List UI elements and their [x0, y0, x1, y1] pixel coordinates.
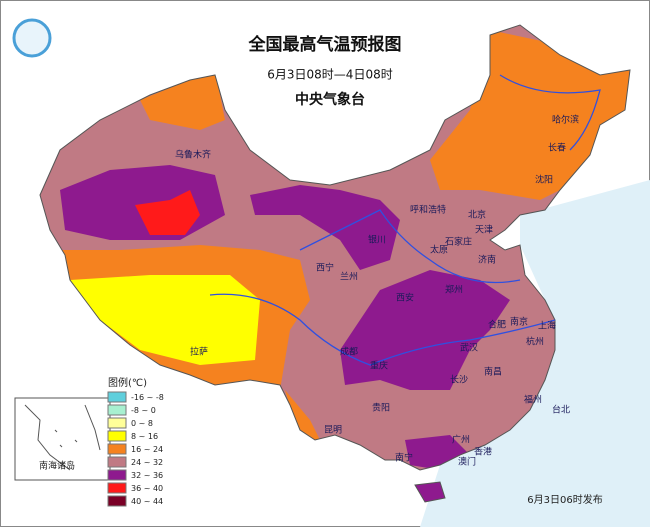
city: 西宁: [316, 262, 334, 274]
city: 澳门: [458, 456, 476, 468]
logo: [12, 18, 52, 58]
legend-label: -8 ~ 0: [131, 406, 156, 415]
city: 济南: [478, 254, 496, 266]
title: 全国最高气温预报图: [248, 34, 402, 55]
city: 广州: [452, 434, 470, 446]
city: 呼和浩特: [410, 204, 446, 216]
legend-label: 0 ~ 8: [131, 419, 153, 428]
city: 石家庄: [445, 236, 472, 248]
legend: -16 ~ -8 -8 ~ 0 0 ~ 8 8 ~ 16 16 ~ 24 24 ~ 32 3…: [107, 391, 164, 507]
city: 台北: [552, 404, 570, 416]
legend-label: 32 ~ 36: [131, 471, 163, 480]
subtitle: 6月3日08时—4日08时: [267, 68, 392, 82]
river: [499, 74, 601, 151]
legend-title: 图例(℃): [108, 376, 147, 389]
city: 天津: [475, 225, 493, 236]
legend-swatch: [107, 469, 127, 481]
legend-label: -16 ~ -8: [131, 393, 164, 402]
legend-swatch: [107, 430, 127, 442]
zone: [70, 275, 260, 365]
inset-box: [14, 397, 111, 481]
legend-label: 24 ~ 32: [131, 458, 163, 467]
legend-swatch: [107, 482, 127, 494]
legend-swatch: [107, 417, 127, 429]
city: 昆明: [324, 425, 342, 436]
legend-label: 8 ~ 16: [131, 432, 158, 441]
inset-label: 南海诸岛: [39, 460, 75, 472]
footer: 6月3日06时发布: [527, 493, 602, 506]
city: 合肥: [488, 319, 506, 331]
city: 银川: [368, 234, 386, 246]
city: 香港: [474, 446, 492, 458]
city-labels: 乌鲁木齐 呼和浩特 哈尔滨 长春 沈阳 北京 天津 石家庄 太原 济南 银川 西…: [175, 114, 579, 498]
river: [299, 209, 521, 284]
hainan: [414, 481, 446, 503]
legend-swatch: [107, 391, 127, 403]
zone: [250, 185, 400, 270]
issuer: 中央气象台: [295, 91, 365, 108]
city: 武汉: [460, 342, 478, 354]
zone: [285, 390, 320, 440]
city: 拉萨: [190, 346, 208, 358]
zone: [135, 190, 200, 235]
inset-outline: [24, 404, 101, 471]
city: 南宁: [395, 452, 413, 464]
city: 兰州: [340, 271, 358, 283]
city: 西安: [396, 292, 414, 304]
sea: [420, 180, 650, 527]
legend-swatch: [107, 495, 127, 507]
city: 北京: [468, 209, 486, 221]
city: 成都: [340, 346, 358, 358]
legend-label: 36 ~ 40: [131, 484, 163, 493]
zone: [140, 70, 225, 130]
legend-label: 16 ~ 24: [131, 445, 163, 454]
legend-swatch: [107, 456, 127, 468]
legend-swatch: [107, 443, 127, 455]
city: 贵阳: [372, 402, 390, 414]
city: 沈阳: [535, 174, 553, 186]
city: 福州: [524, 394, 542, 406]
city: 长沙: [450, 374, 468, 386]
city: 郑州: [445, 284, 463, 296]
city: 南昌: [484, 366, 502, 378]
city: 乌鲁木齐: [175, 149, 211, 161]
city: 杭州: [526, 336, 544, 348]
legend-label: 40 ~ 44: [131, 497, 163, 506]
river: [209, 293, 556, 366]
city: 南京: [510, 316, 528, 328]
city: 长春: [548, 142, 566, 154]
city: 重庆: [370, 360, 388, 372]
city: 太原: [430, 244, 448, 256]
city: 上海: [538, 320, 556, 332]
legend-swatch: [107, 404, 127, 416]
city: 哈尔滨: [552, 114, 579, 126]
